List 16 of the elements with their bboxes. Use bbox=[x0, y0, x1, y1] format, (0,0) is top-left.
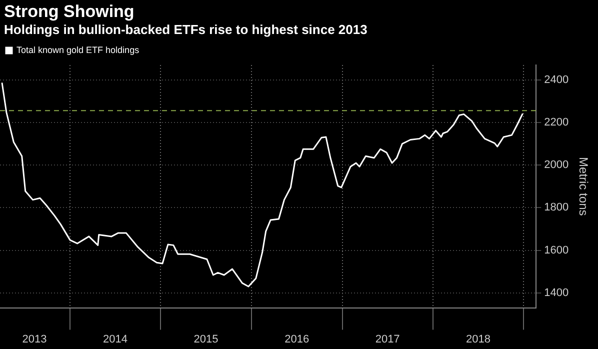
y-tick-label: 2200 bbox=[544, 116, 569, 129]
y-axis-title: Metric tons bbox=[576, 157, 590, 216]
legend-label: Total known gold ETF holdings bbox=[16, 44, 140, 55]
x-tick-label: 2014 bbox=[103, 333, 128, 346]
x-tick-label: 2016 bbox=[284, 333, 310, 346]
y-tick-label: 1800 bbox=[544, 202, 569, 214]
y-tick-label: 1600 bbox=[544, 244, 569, 256]
chart-subtitle: Holdings in bullion-backed ETFs rise to highest since 2013 bbox=[4, 22, 368, 37]
x-tick-label: 2017 bbox=[375, 333, 400, 346]
x-tick-label: 2015 bbox=[194, 333, 218, 346]
y-tick-label: 2000 bbox=[544, 159, 569, 172]
x-tick-label: 2018 bbox=[466, 333, 490, 346]
y-tick-label: 2400 bbox=[544, 74, 569, 86]
chart-title: Strong Showing bbox=[4, 2, 134, 22]
x-tick-label: 2013 bbox=[22, 333, 47, 346]
y-tick-label: 1400 bbox=[544, 286, 569, 299]
